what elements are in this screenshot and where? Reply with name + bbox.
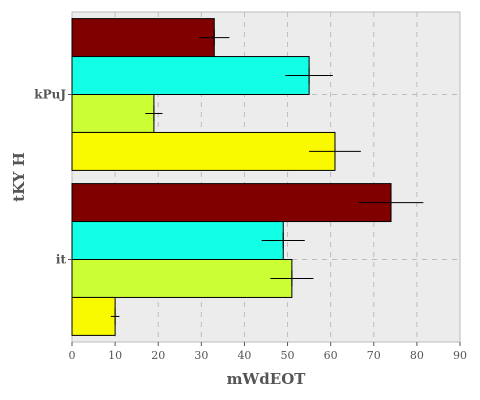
x-tick-label: 50 xyxy=(281,349,295,362)
x-tick-label: 70 xyxy=(367,349,381,362)
error-bars xyxy=(110,29,424,325)
y-tick-label: kPuJ xyxy=(34,88,66,102)
x-tick-label: 20 xyxy=(151,349,165,362)
bar xyxy=(71,259,293,298)
x-tick-label: 10 xyxy=(108,349,122,362)
x-axis-label: mWdEOT xyxy=(227,370,307,388)
x-tick-label: 0 xyxy=(69,349,76,362)
bar xyxy=(71,183,392,223)
bar xyxy=(71,221,284,261)
bar xyxy=(71,131,336,171)
x-axis-ticks: 0 10 20 30 40 50 60 70 80 90 xyxy=(69,342,467,362)
bar xyxy=(71,56,310,95)
y-axis-label: tKY H xyxy=(10,152,28,202)
x-tick-label: 40 xyxy=(237,349,251,362)
y-axis-ticks: kPuJ it xyxy=(34,88,72,267)
bar xyxy=(71,18,215,58)
x-tick-label: 60 xyxy=(324,349,338,362)
bar xyxy=(71,94,155,133)
y-tick-label: it xyxy=(56,253,67,267)
x-tick-label: 30 xyxy=(194,349,208,362)
x-tick-label: 90 xyxy=(453,349,467,362)
bar xyxy=(71,296,116,336)
x-tick-label: 80 xyxy=(410,349,424,362)
